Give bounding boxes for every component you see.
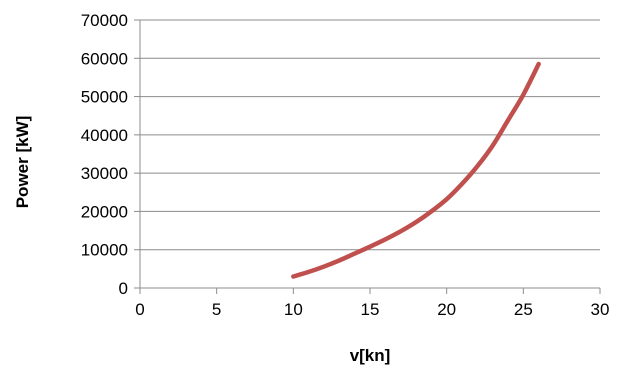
series-layer: [291, 61, 541, 279]
y-tick-label-7: 70000: [81, 11, 128, 30]
y-tick-label-5: 50000: [81, 88, 128, 107]
y-tick-label-2: 20000: [81, 202, 128, 221]
x-tick-label-4: 20: [437, 300, 456, 319]
x-tick-label-0: 0: [135, 300, 144, 319]
y-tick-label-4: 40000: [81, 126, 128, 145]
y-tick-label-6: 60000: [81, 49, 128, 68]
x-tick-label-6: 30: [591, 300, 610, 319]
x-axis-title: v[kn]: [350, 346, 391, 365]
y-tick-label-3: 30000: [81, 164, 128, 183]
x-tick-label-2: 10: [284, 300, 303, 319]
x-tick-label-1: 5: [212, 300, 221, 319]
y-axis-title: Power [kW]: [13, 116, 32, 209]
y-tick-label-0: 0: [119, 279, 128, 298]
y-tick-labels: 0 10000 20000 30000 40000 50000 60000 70000: [81, 11, 128, 298]
series-line-0: [291, 61, 541, 279]
x-tick-label-3: 15: [361, 300, 380, 319]
gridlines: [140, 19, 600, 251]
x-tick-labels: 0 5 10 15 20 25 30: [135, 300, 609, 319]
axes: [134, 19, 601, 294]
y-tick-label-1: 10000: [81, 241, 128, 260]
x-tick-label-5: 25: [514, 300, 533, 319]
